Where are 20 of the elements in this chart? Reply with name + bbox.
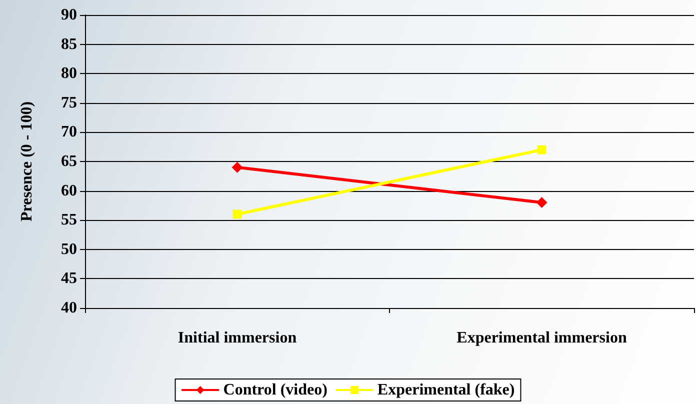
- point: [536, 197, 548, 208]
- legend-label: Control (video): [223, 382, 328, 398]
- x-tick-label: Initial immersion: [178, 330, 297, 346]
- y-tick-label: 80: [61, 65, 77, 82]
- y-tick-label: 55: [61, 212, 77, 229]
- y-tick-label: 40: [61, 300, 77, 316]
- y-tick-label: 85: [61, 36, 77, 53]
- legend-label: Experimental (fake): [377, 382, 515, 398]
- y-tick-label: 90: [61, 6, 77, 24]
- point: [537, 145, 546, 154]
- point: [232, 210, 242, 219]
- y-tick-label: 70: [61, 124, 77, 141]
- y-tick-label: 65: [61, 153, 77, 170]
- y-tick-label: 50: [61, 240, 77, 258]
- y-tick-label: 60: [61, 182, 77, 200]
- point: [232, 162, 243, 173]
- y-axis-title: Presence (0 - 100): [18, 101, 36, 222]
- y-tick-label: 45: [61, 270, 77, 288]
- x-tick-label: Experimental immersion: [456, 330, 627, 346]
- y-tick-label: 75: [61, 94, 77, 112]
